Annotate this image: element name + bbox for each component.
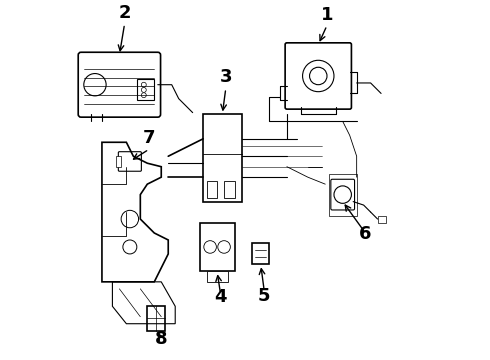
Bar xyxy=(207,271,227,282)
Text: 1: 1 xyxy=(321,6,333,24)
FancyBboxPatch shape xyxy=(78,52,161,117)
Circle shape xyxy=(142,82,146,87)
Bar xyxy=(116,156,121,167)
Circle shape xyxy=(310,67,327,85)
FancyBboxPatch shape xyxy=(119,152,142,171)
Bar xyxy=(224,181,235,198)
FancyBboxPatch shape xyxy=(285,43,351,109)
Circle shape xyxy=(334,186,351,203)
Bar xyxy=(199,222,235,271)
Circle shape xyxy=(123,240,137,254)
Bar xyxy=(207,181,217,198)
Text: 3: 3 xyxy=(220,68,232,86)
Circle shape xyxy=(334,186,351,203)
Bar xyxy=(203,114,242,202)
Circle shape xyxy=(218,241,230,253)
Text: 5: 5 xyxy=(258,287,270,305)
Text: 7: 7 xyxy=(143,129,155,147)
Bar xyxy=(137,80,154,100)
Text: 6: 6 xyxy=(359,225,371,243)
Circle shape xyxy=(302,60,334,92)
Text: 2: 2 xyxy=(119,4,131,22)
Circle shape xyxy=(204,241,217,253)
Text: 8: 8 xyxy=(155,330,168,348)
Circle shape xyxy=(84,73,106,96)
Circle shape xyxy=(142,87,146,93)
Text: 4: 4 xyxy=(214,288,227,306)
Bar xyxy=(252,243,270,264)
FancyBboxPatch shape xyxy=(331,179,355,210)
Circle shape xyxy=(142,93,146,98)
Circle shape xyxy=(121,210,139,228)
Bar xyxy=(147,306,165,331)
Bar xyxy=(378,216,386,222)
Bar xyxy=(329,174,357,216)
FancyBboxPatch shape xyxy=(331,179,355,210)
